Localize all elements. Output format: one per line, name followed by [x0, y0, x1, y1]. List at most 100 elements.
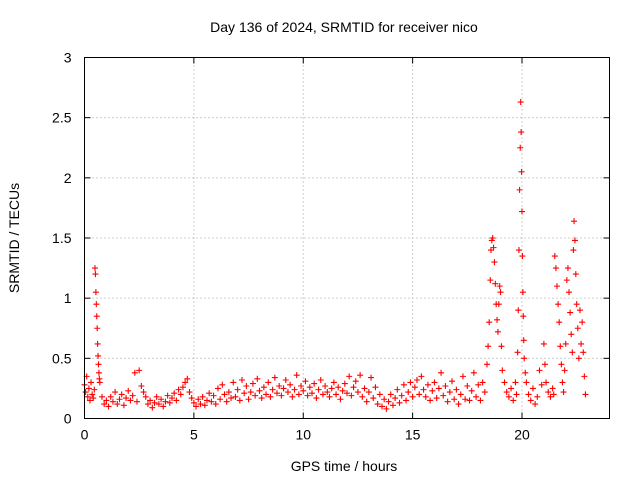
data-point	[95, 361, 102, 368]
data-point	[427, 397, 434, 404]
data-point	[545, 389, 552, 396]
data-point	[352, 378, 359, 385]
data-point	[304, 392, 311, 399]
data-point	[515, 307, 522, 314]
data-point	[302, 378, 309, 385]
data-point	[516, 186, 523, 193]
data-point	[387, 391, 394, 398]
data-point	[177, 391, 184, 398]
data-point	[497, 289, 504, 296]
data-point	[82, 389, 89, 396]
data-point	[521, 355, 528, 362]
data-point	[206, 390, 213, 397]
grid-lines	[84, 57, 610, 419]
data-point	[153, 393, 160, 400]
data-point	[186, 389, 193, 396]
data-point	[276, 383, 283, 390]
data-point	[234, 386, 241, 393]
data-point	[424, 381, 431, 388]
data-point	[249, 380, 256, 387]
data-point	[420, 386, 427, 393]
data-point	[142, 393, 149, 400]
x-tick-label: 10	[295, 427, 311, 443]
data-point	[134, 398, 140, 405]
data-point	[195, 396, 202, 403]
data-point	[93, 313, 100, 320]
data-point	[575, 355, 582, 362]
data-point	[459, 373, 466, 380]
x-axis-title: GPS time / hours	[291, 458, 398, 474]
data-point	[125, 387, 132, 394]
data-point	[570, 247, 577, 254]
data-point	[435, 385, 442, 392]
data-point	[518, 168, 525, 175]
data-point	[433, 395, 440, 402]
data-point	[376, 391, 383, 398]
data-point	[381, 396, 388, 403]
data-point	[462, 396, 469, 403]
data-point	[495, 301, 502, 308]
data-point	[532, 401, 539, 408]
data-point	[571, 218, 578, 225]
data-point	[372, 384, 379, 391]
data-point	[169, 395, 175, 402]
data-point	[468, 387, 475, 394]
data-point	[344, 390, 350, 397]
data-point	[326, 393, 333, 400]
data-point	[552, 265, 559, 272]
data-point	[392, 395, 399, 402]
data-point	[217, 396, 224, 403]
data-point	[361, 385, 368, 392]
data-point	[562, 340, 569, 347]
data-point	[105, 403, 112, 410]
data-point	[289, 393, 296, 400]
data-point	[519, 253, 526, 260]
data-point	[274, 390, 280, 397]
data-point	[574, 325, 581, 332]
data-point	[501, 379, 508, 386]
data-point	[422, 393, 429, 400]
data-point	[116, 396, 123, 403]
y-tick-label: 2.5	[52, 110, 72, 126]
data-point	[212, 401, 219, 408]
data-point	[92, 289, 99, 296]
data-point	[184, 375, 191, 382]
data-point	[341, 380, 348, 387]
data-point	[438, 369, 445, 376]
data-point	[578, 340, 585, 347]
data-point	[453, 386, 460, 393]
y-tick-label: 0	[64, 411, 72, 427]
data-point	[91, 386, 98, 393]
y-tick-label: 3	[64, 50, 72, 66]
data-point	[520, 337, 527, 344]
data-point	[505, 393, 512, 400]
data-point	[225, 389, 232, 396]
data-point	[140, 389, 147, 396]
data-point	[473, 393, 480, 400]
data-point	[561, 367, 568, 374]
data-point	[569, 349, 576, 356]
data-point	[162, 398, 169, 405]
data-point	[317, 376, 324, 383]
data-point	[523, 379, 530, 386]
data-point	[109, 398, 116, 405]
data-point	[527, 397, 534, 404]
data-point	[385, 398, 392, 405]
data-point	[322, 383, 329, 390]
data-point	[188, 395, 195, 402]
data-point	[236, 397, 243, 404]
data-point	[228, 395, 235, 402]
data-point	[416, 391, 423, 398]
data-point	[193, 403, 200, 410]
data-point	[484, 361, 490, 368]
data-point	[556, 319, 563, 326]
data-point	[256, 387, 263, 394]
axis-ticks: 0 5 10 15 20 0 0.5 1 1.5 2 2.5 3	[52, 50, 610, 443]
data-point	[519, 289, 526, 296]
data-point	[409, 393, 416, 400]
data-point	[101, 401, 108, 408]
data-point	[93, 301, 100, 308]
y-tick-label: 1	[64, 290, 72, 306]
data-point	[120, 402, 127, 409]
data-point	[339, 387, 346, 394]
